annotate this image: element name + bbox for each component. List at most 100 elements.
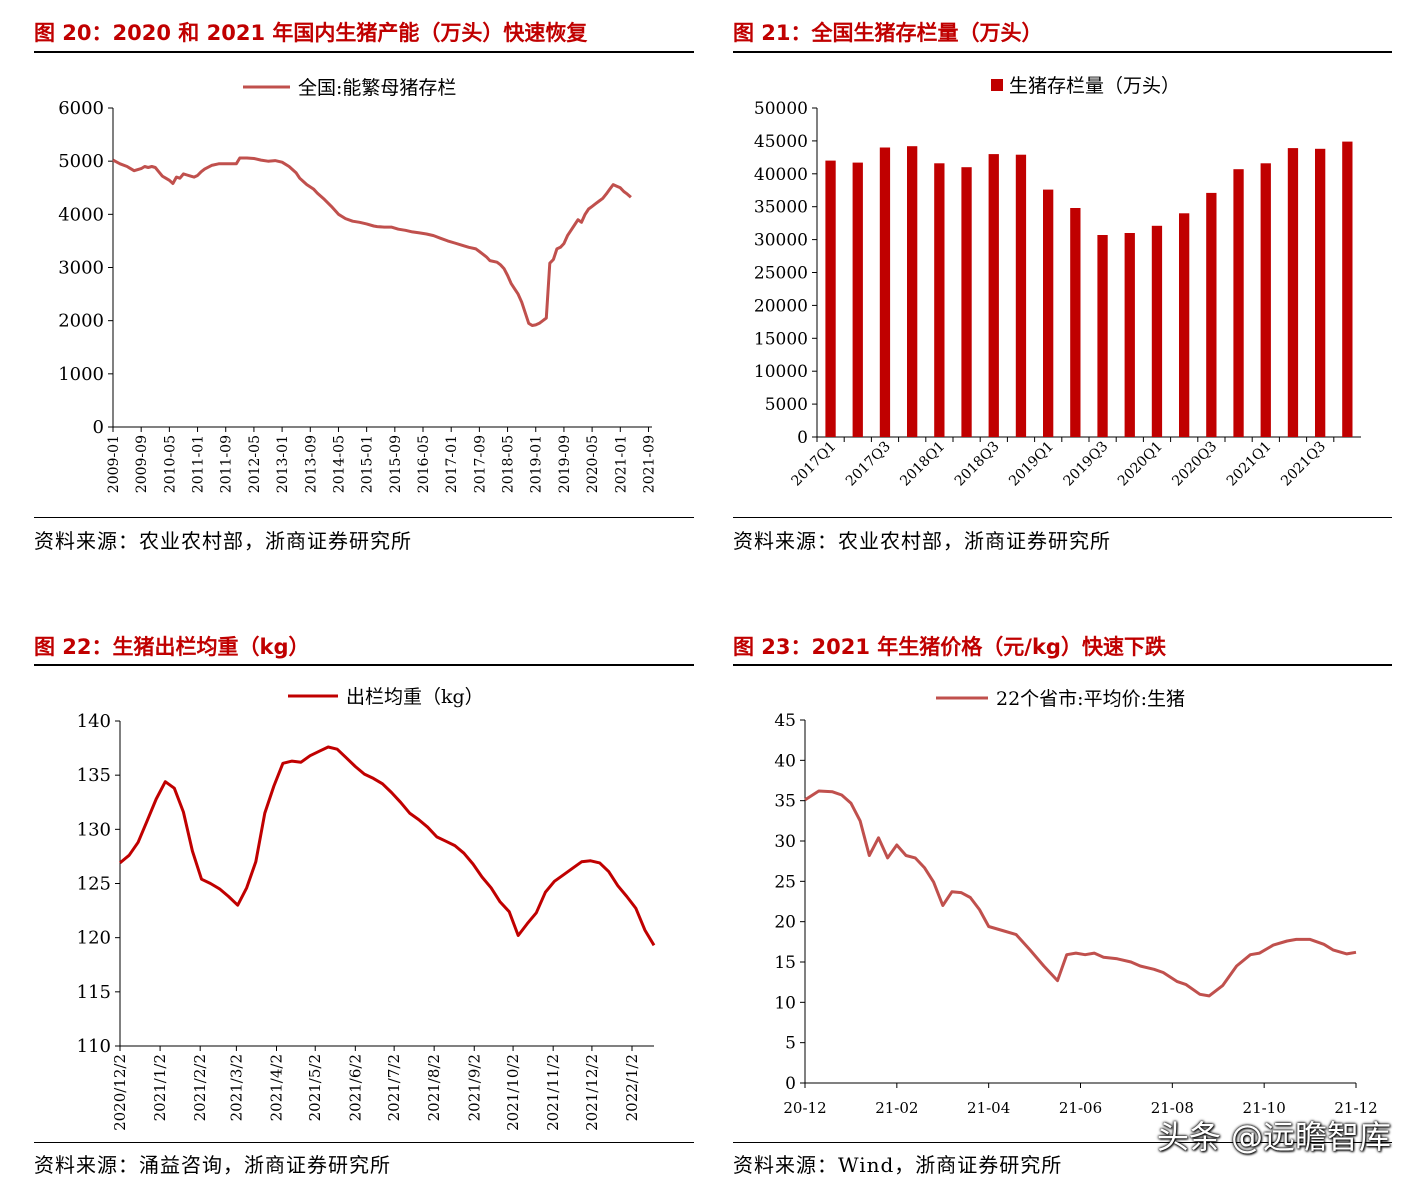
fig22-x-tick-label: 2021/7/2 [385, 1054, 403, 1121]
fig20-x-tick-label: 2012-05 [247, 435, 263, 493]
fig21-top-rule [733, 51, 1392, 53]
fig21-bar [1179, 213, 1190, 437]
fig23-y-tick-label: 45 [774, 711, 796, 731]
fig22-y-tick-label: 115 [77, 982, 111, 1003]
fig20-y-tick-label: 5000 [58, 151, 104, 172]
fig21-x-tick-label: 2018Q3 [952, 439, 1003, 490]
fig23-x-tick-label: 21-10 [1243, 1099, 1286, 1117]
fig22-x-tick-label: 2020/12/2 [111, 1054, 129, 1131]
fig20-bottom-rule [34, 517, 694, 518]
fig21-bar [1342, 141, 1353, 437]
fig21-bar [1097, 235, 1108, 437]
fig21-legend-swatch [991, 79, 1003, 91]
fig21-x-tick-label: 2018Q1 [897, 439, 948, 490]
fig20-x-tick-label: 2009-09 [134, 435, 150, 493]
fig23-x-tick-label: 21-12 [1334, 1099, 1377, 1117]
fig20-x-tick-label: 2011-01 [191, 435, 207, 493]
fig20-y-tick-label: 4000 [58, 204, 104, 225]
fig21-bar [1315, 148, 1326, 438]
fig22-y-tick-label: 130 [77, 819, 111, 840]
fig22-x-tick-label: 2021/11/2 [544, 1054, 562, 1131]
fig21-chart: 0 5000 10000 15000 20000 25000 30000 35000 40000… [754, 75, 1361, 490]
fig20-x-tick-label: 2009-01 [106, 435, 122, 493]
fig20-x-tick-label: 2015-09 [388, 435, 404, 493]
fig23-x-tick-label: 21-02 [875, 1099, 918, 1117]
fig23-y-tick-label: 10 [774, 993, 796, 1013]
fig21-bar [1206, 192, 1217, 437]
fig21-legend-label: 生猪存栏量（万头） [1009, 75, 1180, 97]
fig23-source: 资料来源：Wind，浙商证券研究所 [733, 1153, 1063, 1177]
fig22-top-rule [34, 664, 694, 666]
fig21-y-tick-label: 20000 [754, 296, 808, 316]
fig21-x-tick-label: 2020Q1 [1115, 439, 1166, 490]
fig21-bottom-rule [733, 517, 1392, 518]
fig20-y-tick-label: 6000 [58, 98, 104, 119]
fig20-x-tick-label: 2021-01 [613, 435, 629, 493]
fig22-y-tick-label: 120 [77, 928, 111, 949]
fig20-y-tick-label: 3000 [58, 258, 104, 279]
fig21-x-tick-label: 2021Q1 [1224, 439, 1275, 490]
fig21-x-tick-label: 2020Q3 [1169, 439, 1220, 490]
fig21-bar [1043, 189, 1054, 437]
fig22-source: 资料来源：涌益咨询，浙商证券研究所 [34, 1153, 391, 1177]
fig20-source: 资料来源：农业农村部，浙商证券研究所 [34, 529, 412, 553]
fig22-x-tick-label: 2021/6/2 [346, 1054, 364, 1121]
watermark: 头条 @远瞻智库 [1156, 1118, 1391, 1156]
fig21-y-tick-label: 50000 [754, 99, 808, 119]
fig22-bottom-rule [34, 1142, 694, 1143]
fig20-x-tick-label: 2011-09 [219, 435, 235, 493]
fig22-x-tick-label: 2021/9/2 [465, 1054, 483, 1121]
fig20-legend-label: 全国:能繁母猪存栏 [298, 77, 456, 99]
fig20-x-tick-label: 2019-09 [557, 435, 573, 493]
fig21-y-tick-label: 15000 [754, 329, 808, 349]
fig20-y-tick-label: 1000 [58, 364, 104, 385]
fig23-top-rule [733, 664, 1392, 666]
fig21-bar [825, 160, 836, 437]
fig20-x-tick-label: 2016-05 [416, 435, 432, 493]
fig22-x-tick-label: 2021/1/2 [151, 1054, 169, 1121]
fig20-y-tick-label: 2000 [58, 311, 104, 332]
fig23-y-tick-label: 40 [774, 751, 796, 771]
fig21-bar [934, 163, 945, 438]
fig20-top-rule [34, 51, 694, 53]
fig20-x-tick-label: 2018-05 [501, 435, 517, 493]
fig23-y-tick-label: 20 [774, 913, 796, 933]
fig21-bar [1015, 154, 1027, 437]
fig23-series-line [804, 789, 1357, 998]
fig20-x-tick-label: 2019-01 [529, 435, 545, 493]
fig22-y-tick-label: 125 [77, 874, 111, 895]
fig21-x-tick-label: 2019Q3 [1061, 439, 1112, 490]
fig21-bar [1070, 208, 1081, 437]
fig20-series-line [112, 156, 632, 327]
fig21-bar [1124, 233, 1135, 437]
fig22-y-tick-label: 140 [77, 711, 111, 732]
fig22-title: 图 22：生猪出栏均重（kg） [34, 635, 310, 659]
fig21-bar [907, 146, 918, 437]
fig23-x-tick-label: 21-06 [1059, 1099, 1102, 1117]
fig23-x-tick-label: 21-04 [967, 1099, 1010, 1117]
fig22-x-tick-label: 2021/5/2 [306, 1054, 324, 1121]
fig23-legend-label: 22个省市:平均价:生猪 [996, 688, 1185, 710]
fig21-y-tick-label: 35000 [754, 198, 808, 218]
fig23-y-tick-label: 25 [774, 872, 796, 892]
fig21-bar [1260, 163, 1271, 438]
fig21-x-tick-label: 2017Q3 [843, 439, 894, 490]
fig21-bar [961, 167, 972, 437]
fig21-title: 图 21：全国生猪存栏量（万头） [733, 21, 1043, 45]
fig21-bar [879, 147, 891, 437]
fig23-bottom-rule [733, 1142, 1392, 1143]
fig21-y-tick-label: 40000 [754, 165, 808, 185]
fig21-y-tick-label: 5000 [765, 395, 808, 415]
fig23-x-tick-label: 21-08 [1151, 1099, 1194, 1117]
fig22-x-tick-label: 2022/1/2 [623, 1054, 641, 1121]
fig21-bar [988, 154, 999, 437]
fig20-x-tick-label: 2013-01 [275, 435, 291, 493]
fig22-y-tick-label: 135 [77, 765, 111, 786]
fig21-y-tick-label: 0 [797, 428, 808, 448]
fig20-x-tick-label: 2014-05 [331, 435, 347, 493]
fig21-bar [1151, 225, 1163, 437]
fig23-y-tick-label: 30 [774, 832, 796, 852]
fig23-y-tick-label: 35 [774, 792, 796, 812]
fig20-y-tick-label: 0 [93, 417, 104, 438]
fig22-y-tick-label: 110 [77, 1036, 111, 1057]
